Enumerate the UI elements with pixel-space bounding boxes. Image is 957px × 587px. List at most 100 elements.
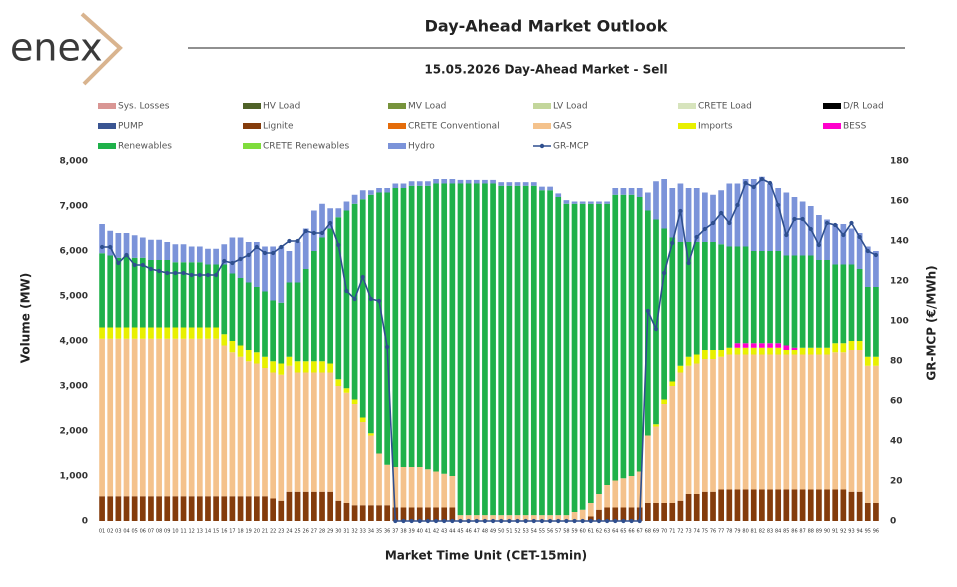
bar-segment	[742, 354, 749, 490]
bar-segment	[327, 208, 334, 229]
bar-segment	[587, 503, 594, 517]
line-marker	[116, 260, 121, 266]
bar-segment	[156, 260, 162, 328]
bar-segment	[759, 176, 765, 251]
logo-text: enex	[10, 26, 103, 70]
bar-segment	[530, 182, 537, 186]
bar-segment	[482, 179, 488, 184]
bar-segment	[294, 372, 301, 492]
bar-segment	[759, 251, 765, 344]
bar-segment	[213, 338, 219, 497]
line-marker	[230, 260, 235, 266]
bar-segment	[669, 381, 676, 386]
legend-label: GR-MCP	[553, 142, 589, 152]
line-marker	[515, 518, 520, 524]
legend-swatch	[533, 103, 551, 109]
bar-segment	[612, 507, 619, 521]
bar-segment	[816, 347, 822, 355]
bar-segment	[702, 359, 708, 492]
bar-segment	[123, 327, 130, 339]
legend-swatch	[243, 103, 261, 109]
line-marker	[99, 244, 105, 250]
bar-segment	[245, 242, 252, 283]
line-marker	[442, 518, 447, 524]
x-tick-label: 63	[604, 529, 610, 535]
bar-segment	[270, 361, 276, 373]
legend-label: GAS	[553, 122, 572, 132]
bar-segment	[115, 338, 122, 497]
line-marker	[295, 238, 300, 244]
bar-segment	[392, 183, 399, 188]
line-marker	[686, 260, 691, 266]
bar-segment	[196, 327, 203, 339]
bar-segment	[791, 354, 798, 490]
legend-item: CRETE Renewables	[243, 142, 350, 152]
line-marker	[238, 256, 243, 262]
bar-segment	[669, 386, 676, 503]
bar-segment	[783, 354, 790, 490]
x-tick-label: 04	[123, 529, 129, 535]
bar-segment	[555, 515, 562, 521]
bar-segment	[693, 242, 700, 355]
chart-title: Day-Ahead Market Outlook	[425, 17, 668, 36]
x-tick-label: 56	[547, 529, 553, 535]
legend-swatch	[98, 123, 116, 129]
bar-segment	[270, 300, 276, 362]
bar-segment	[99, 338, 105, 497]
legend-swatch	[98, 103, 116, 109]
y2-tick-label: 100	[890, 317, 909, 327]
bar-segment	[816, 260, 822, 348]
line-marker	[132, 262, 137, 268]
bar-segment	[172, 244, 179, 263]
bar-segment	[359, 505, 366, 521]
bar-segment	[245, 282, 252, 350]
bar-segment	[726, 347, 733, 355]
bar-segment	[490, 179, 496, 184]
bar-segment	[718, 356, 725, 490]
x-tick-label: 53	[522, 529, 528, 535]
line-marker	[222, 258, 227, 264]
x-tick-label: 16	[221, 529, 227, 535]
x-tick-label: 83	[767, 529, 773, 535]
bar-segment	[832, 352, 839, 490]
y2-tick-label: 80	[890, 357, 903, 367]
bar-segment	[180, 244, 187, 263]
x-tick-label: 46	[465, 529, 471, 535]
bar-segment	[229, 341, 236, 353]
bar-segment	[677, 372, 684, 501]
line-marker	[547, 518, 553, 524]
bar-segment	[278, 302, 285, 364]
bar-segment	[490, 183, 496, 516]
x-tick-label: 30	[335, 529, 341, 535]
bar-segment	[294, 282, 301, 362]
bar-segment	[148, 496, 154, 521]
bar-segment	[139, 237, 146, 258]
y2-tick-label: 20	[890, 477, 903, 487]
bar-segment	[368, 190, 374, 195]
x-tick-label: 86	[791, 529, 797, 535]
line-marker	[490, 518, 496, 524]
x-tick-label: 92	[840, 529, 846, 535]
bar-segment	[799, 255, 806, 348]
bar-segment	[539, 186, 545, 191]
bar-segment	[351, 399, 358, 404]
bar-segment	[490, 515, 496, 521]
legend-swatch	[388, 103, 406, 109]
bar-segment	[718, 190, 725, 245]
bar-segment	[644, 435, 651, 503]
bar-segment	[783, 345, 790, 350]
bar-segment	[343, 392, 350, 503]
bar-segment	[156, 496, 162, 521]
bar-segment	[148, 338, 154, 497]
bar-segment	[139, 496, 146, 521]
x-tick-label: 19	[246, 529, 252, 535]
bar-segment	[856, 341, 863, 350]
x-tick-label: 02	[107, 529, 113, 535]
x-tick-label: 79	[734, 529, 740, 535]
x-tick-label: 34	[368, 529, 374, 535]
bar-segment	[433, 507, 439, 521]
bar-segment	[416, 181, 423, 186]
bar-segment	[425, 185, 431, 470]
bar-segment	[767, 347, 773, 355]
bar-segment	[604, 485, 610, 508]
